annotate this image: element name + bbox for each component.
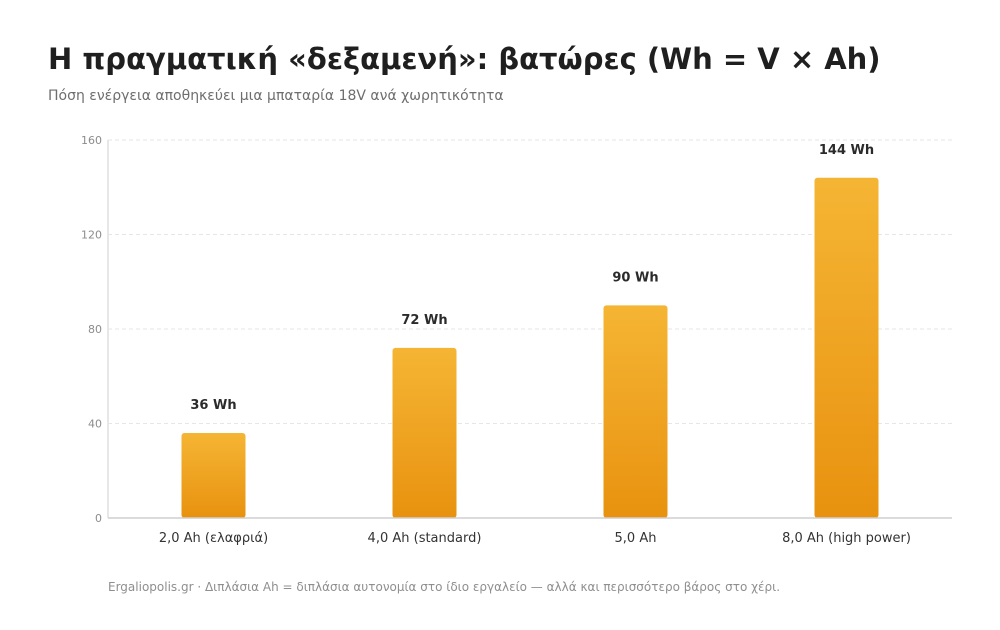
bar-value-label: 72 Wh	[401, 313, 447, 328]
bar-value-label: 36 Wh	[190, 398, 236, 413]
y-tick-label: 160	[81, 134, 102, 147]
bar-value-label: 144 Wh	[819, 143, 874, 158]
x-category-label: 8,0 Ah (high power)	[782, 531, 911, 546]
x-category-label: 4,0 Ah (standard)	[368, 531, 482, 546]
y-tick-label: 40	[88, 418, 102, 431]
y-tick-label: 0	[95, 512, 102, 525]
y-tick-label: 80	[88, 323, 102, 336]
chart-title: Η πραγματική «δεξαμενή»: βατώρες (Wh = V…	[48, 42, 881, 76]
chart-footer-note: Ergaliopolis.gr · Διπλάσια Ah = διπλάσια…	[108, 580, 781, 594]
x-category-label: 5,0 Ah	[615, 531, 657, 546]
bar	[814, 177, 879, 519]
chart-subtitle: Πόση ενέργεια αποθηκεύει μια μπαταρία 18…	[48, 88, 504, 104]
y-tick-label: 120	[81, 229, 102, 242]
bar	[181, 432, 246, 518]
bar-value-label: 90 Wh	[612, 270, 658, 285]
x-category-label: 2,0 Ah (ελαφριά)	[159, 531, 268, 546]
bar	[603, 305, 668, 518]
bar	[392, 347, 457, 518]
